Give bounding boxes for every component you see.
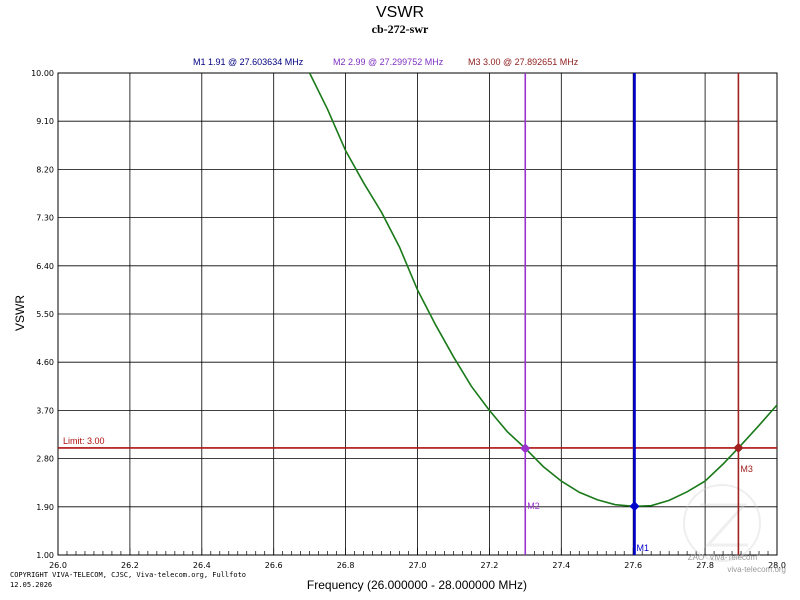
y-tick-label: 10.00 xyxy=(31,69,54,78)
y-tick-label: 4.60 xyxy=(36,358,54,367)
marker-point-m3 xyxy=(733,442,744,453)
x-tick-label: 26.8 xyxy=(337,561,355,570)
x-tick-label: 27.8 xyxy=(696,561,714,570)
x-tick-label: 27.6 xyxy=(624,561,642,570)
y-tick-label: 3.70 xyxy=(36,406,54,415)
marker-label-m2: M2 xyxy=(527,501,540,511)
marker-readout-m3: M3 3.00 @ 27.892651 MHz xyxy=(468,57,579,67)
date-text: 12.05.2026 xyxy=(10,581,52,589)
markers: M1 M2 M3 xyxy=(520,73,753,555)
y-tick-label: 6.40 xyxy=(36,262,54,271)
marker-point-m1 xyxy=(629,501,640,512)
x-tick-label: 27.2 xyxy=(480,561,498,570)
marker-readout-m1: M1 1.91 @ 27.603634 MHz xyxy=(193,57,304,67)
marker-readout: M1 1.91 @ 27.603634 MHz M2 2.99 @ 27.299… xyxy=(193,57,579,67)
y-tick-label: 5.50 xyxy=(36,310,54,319)
watermark-line2: viva-telecom.org xyxy=(727,565,786,574)
x-tick-label: 26.0 xyxy=(49,561,67,570)
x-tick-label: 26.2 xyxy=(121,561,139,570)
y-tick-label: 1.00 xyxy=(36,551,54,560)
vswr-curve xyxy=(308,72,778,508)
copyright-text: COPYRIGHT VIVA-TELECOM, CJSC, Viva-telec… xyxy=(10,571,246,579)
watermark-line1: ZAO "Viva-Telecom" xyxy=(688,553,760,562)
marker-point-m2 xyxy=(520,443,531,454)
y-tick-label: 2.80 xyxy=(36,455,54,464)
x-tick-label: 27.0 xyxy=(409,561,427,570)
x-tick-label: 28.0 xyxy=(768,561,786,570)
chart-title: VSWR xyxy=(376,4,424,21)
watermark-logo xyxy=(683,484,761,562)
marker-label-m1: M1 xyxy=(637,543,650,553)
x-axis-label: Frequency (26.000000 - 28.000000 MHz) xyxy=(307,578,527,592)
y-axis-label: VSWR xyxy=(13,295,27,331)
tick-labels: 26.0 26.2 26.4 26.6 26.8 27.0 27.2 27.4 27.6 27.8… xyxy=(31,69,786,570)
marker-readout-m2: M2 2.99 @ 27.299752 MHz xyxy=(333,57,444,67)
x-tick-label: 26.6 xyxy=(265,561,283,570)
x-tick-label: 27.4 xyxy=(552,561,570,570)
limit-line-group: Limit: 3.00 xyxy=(58,436,777,449)
y-tick-label: 7.30 xyxy=(36,214,54,223)
grid xyxy=(57,72,778,556)
x-tick-label: 26.4 xyxy=(193,561,211,570)
minor-ticks xyxy=(57,548,778,555)
y-tick-label: 1.90 xyxy=(36,503,54,512)
chart-subtitle: cb-272-swr xyxy=(372,22,429,36)
limit-label: Limit: 3.00 xyxy=(63,436,105,446)
y-tick-label: 9.10 xyxy=(36,117,54,126)
marker-label-m3: M3 xyxy=(740,464,753,474)
y-tick-label: 8.20 xyxy=(36,165,54,174)
